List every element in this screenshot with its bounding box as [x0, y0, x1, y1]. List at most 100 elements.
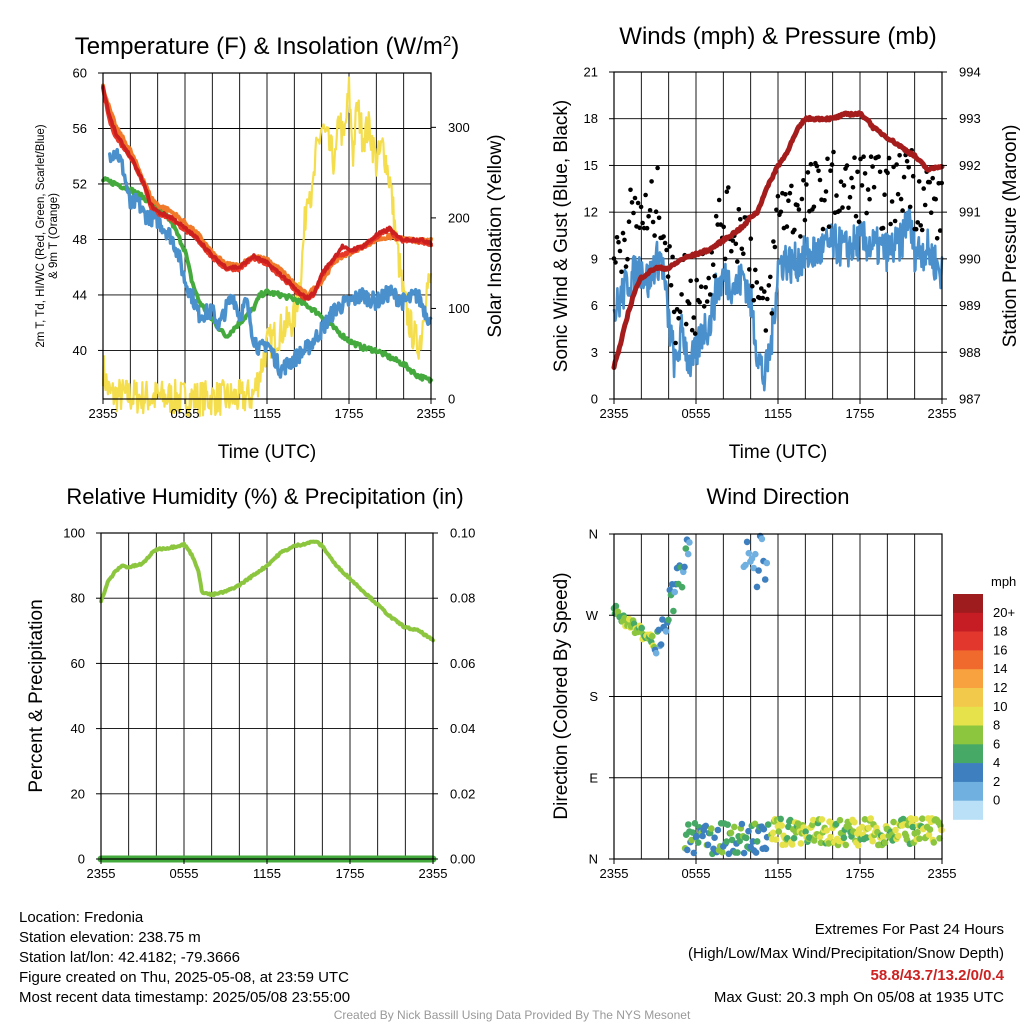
- temp-2m-line: [101, 84, 433, 301]
- direction-point: [827, 833, 834, 841]
- gust-point: [880, 225, 886, 231]
- direction-point: [899, 815, 907, 823]
- gust-point: [688, 278, 693, 284]
- gust-point: [913, 226, 919, 232]
- p4-xtick-label-0: 2355: [600, 866, 629, 881]
- gust-point: [763, 328, 769, 333]
- direction-point: [777, 815, 784, 823]
- p3-ytick-label-2: 40: [71, 721, 85, 736]
- gust-point: [868, 154, 874, 159]
- gust-point: [808, 161, 814, 167]
- gust-point: [897, 153, 902, 158]
- p3-ytick-label-1: 20: [71, 786, 85, 801]
- p4-xtick-label-2: 1155: [764, 866, 792, 881]
- gust-point: [623, 264, 629, 269]
- direction-point: [704, 841, 712, 849]
- direction-point: [684, 846, 691, 854]
- gust-point: [814, 163, 820, 169]
- speed-colorbar-cell-10: [953, 781, 983, 801]
- humidity-panel: Relative Humidity (%) & Precipitation (i…: [26, 484, 475, 881]
- humidity-title: Relative Humidity (%) & Precipitation (i…: [66, 484, 463, 509]
- gust-point: [826, 224, 832, 229]
- gust-point: [626, 219, 632, 224]
- gust-point: [802, 217, 808, 223]
- gust-point: [724, 189, 730, 194]
- speed-colorbar-cell-11: [953, 800, 983, 820]
- wind-speed-line: [612, 205, 944, 392]
- p4-ytick-label-0: N: [589, 852, 598, 867]
- p4-xtick-label-4: 2355: [928, 866, 957, 881]
- gust-point: [792, 227, 797, 233]
- p2-y2tick-label-1: 988: [959, 345, 981, 360]
- direction-point: [684, 550, 692, 558]
- gust-point: [765, 296, 770, 302]
- p2-ytick-label-4: 12: [584, 205, 598, 220]
- gust-point: [650, 219, 656, 225]
- gust-point: [747, 267, 752, 272]
- direction-panel: Wind Direction 2355 0555 1155 1755 2355NESWN…: [551, 484, 1016, 881]
- gust-point: [862, 171, 868, 176]
- temperature-panel: Temperature (F) & Insolation (W/m2) 2355…: [35, 33, 506, 464]
- p2-ytick-label-3: 9: [591, 251, 598, 266]
- gust-point: [853, 213, 859, 219]
- direction-point: [681, 563, 688, 571]
- gust-point: [712, 273, 717, 279]
- extremes-values: 58.8/43.7/13.2/0/0.4: [871, 967, 1005, 984]
- gust-point: [877, 169, 883, 175]
- gust-point: [689, 327, 695, 333]
- p2-xtick-label-4: 2355: [928, 406, 957, 421]
- p1-ytick-label-1: 44: [73, 287, 87, 302]
- gust-point: [726, 185, 731, 190]
- pressure-ylabel: Station Pressure (Maroon): [1000, 125, 1021, 348]
- p4-ytick-label-2: S: [589, 689, 598, 704]
- speed-scale-title: mph: [991, 574, 1016, 589]
- gust-point: [692, 331, 698, 336]
- direction-point: [763, 559, 771, 567]
- speed-colorbar-label-4: 12: [993, 680, 1007, 695]
- direction-point: [659, 616, 666, 623]
- direction-point: [691, 820, 699, 827]
- speed-colorbar-label-2: 16: [993, 642, 1007, 657]
- speed-colorbar-cell-9: [953, 763, 983, 783]
- direction-point: [743, 834, 750, 842]
- gust-point: [670, 254, 675, 260]
- speed-colorbar-cell-3: [953, 650, 983, 670]
- gust-point: [916, 179, 922, 184]
- p3-y2tick-label-1: 0.02: [450, 786, 475, 801]
- gust-point: [677, 309, 683, 315]
- direction-point: [740, 849, 748, 857]
- gust-point: [849, 175, 854, 181]
- gust-point: [750, 283, 755, 289]
- direction-point: [869, 837, 876, 845]
- gust-point: [894, 162, 899, 167]
- direction-point: [665, 616, 672, 624]
- gust-point: [671, 309, 677, 315]
- p2-ytick-label-6: 18: [584, 111, 598, 126]
- direction-point: [752, 849, 760, 856]
- wind-chill-line: [108, 147, 433, 379]
- direction-point: [671, 588, 678, 596]
- p1-xtick-label-3: 1755: [335, 406, 364, 421]
- gust-point: [620, 230, 626, 236]
- direction-point: [762, 845, 770, 853]
- p3-y2tick-label-0: 0.00: [450, 852, 475, 867]
- gust-point: [772, 244, 778, 250]
- p4-ytick-label-4: N: [589, 527, 598, 542]
- gust-point: [751, 298, 757, 303]
- info-created: Figure created on Thu, 2025-05-08, at 23…: [19, 969, 349, 986]
- direction-ylabel: Direction (Colored By Speed): [551, 572, 572, 819]
- direction-point: [925, 831, 933, 838]
- gust-point: [774, 207, 779, 213]
- gust-point: [738, 217, 743, 222]
- gust-point: [934, 236, 940, 241]
- gust-point: [805, 170, 811, 175]
- direction-point: [742, 561, 749, 569]
- gust-point: [662, 240, 668, 246]
- gust-point: [910, 173, 916, 179]
- gust-point: [741, 251, 746, 256]
- gust-point: [859, 183, 865, 188]
- info-latlon: Station lat/lon: 42.4182; -79.3666: [19, 949, 240, 966]
- gust-point: [753, 267, 758, 273]
- speed-colorbar-cell-5: [953, 688, 983, 708]
- direction-point: [867, 815, 874, 822]
